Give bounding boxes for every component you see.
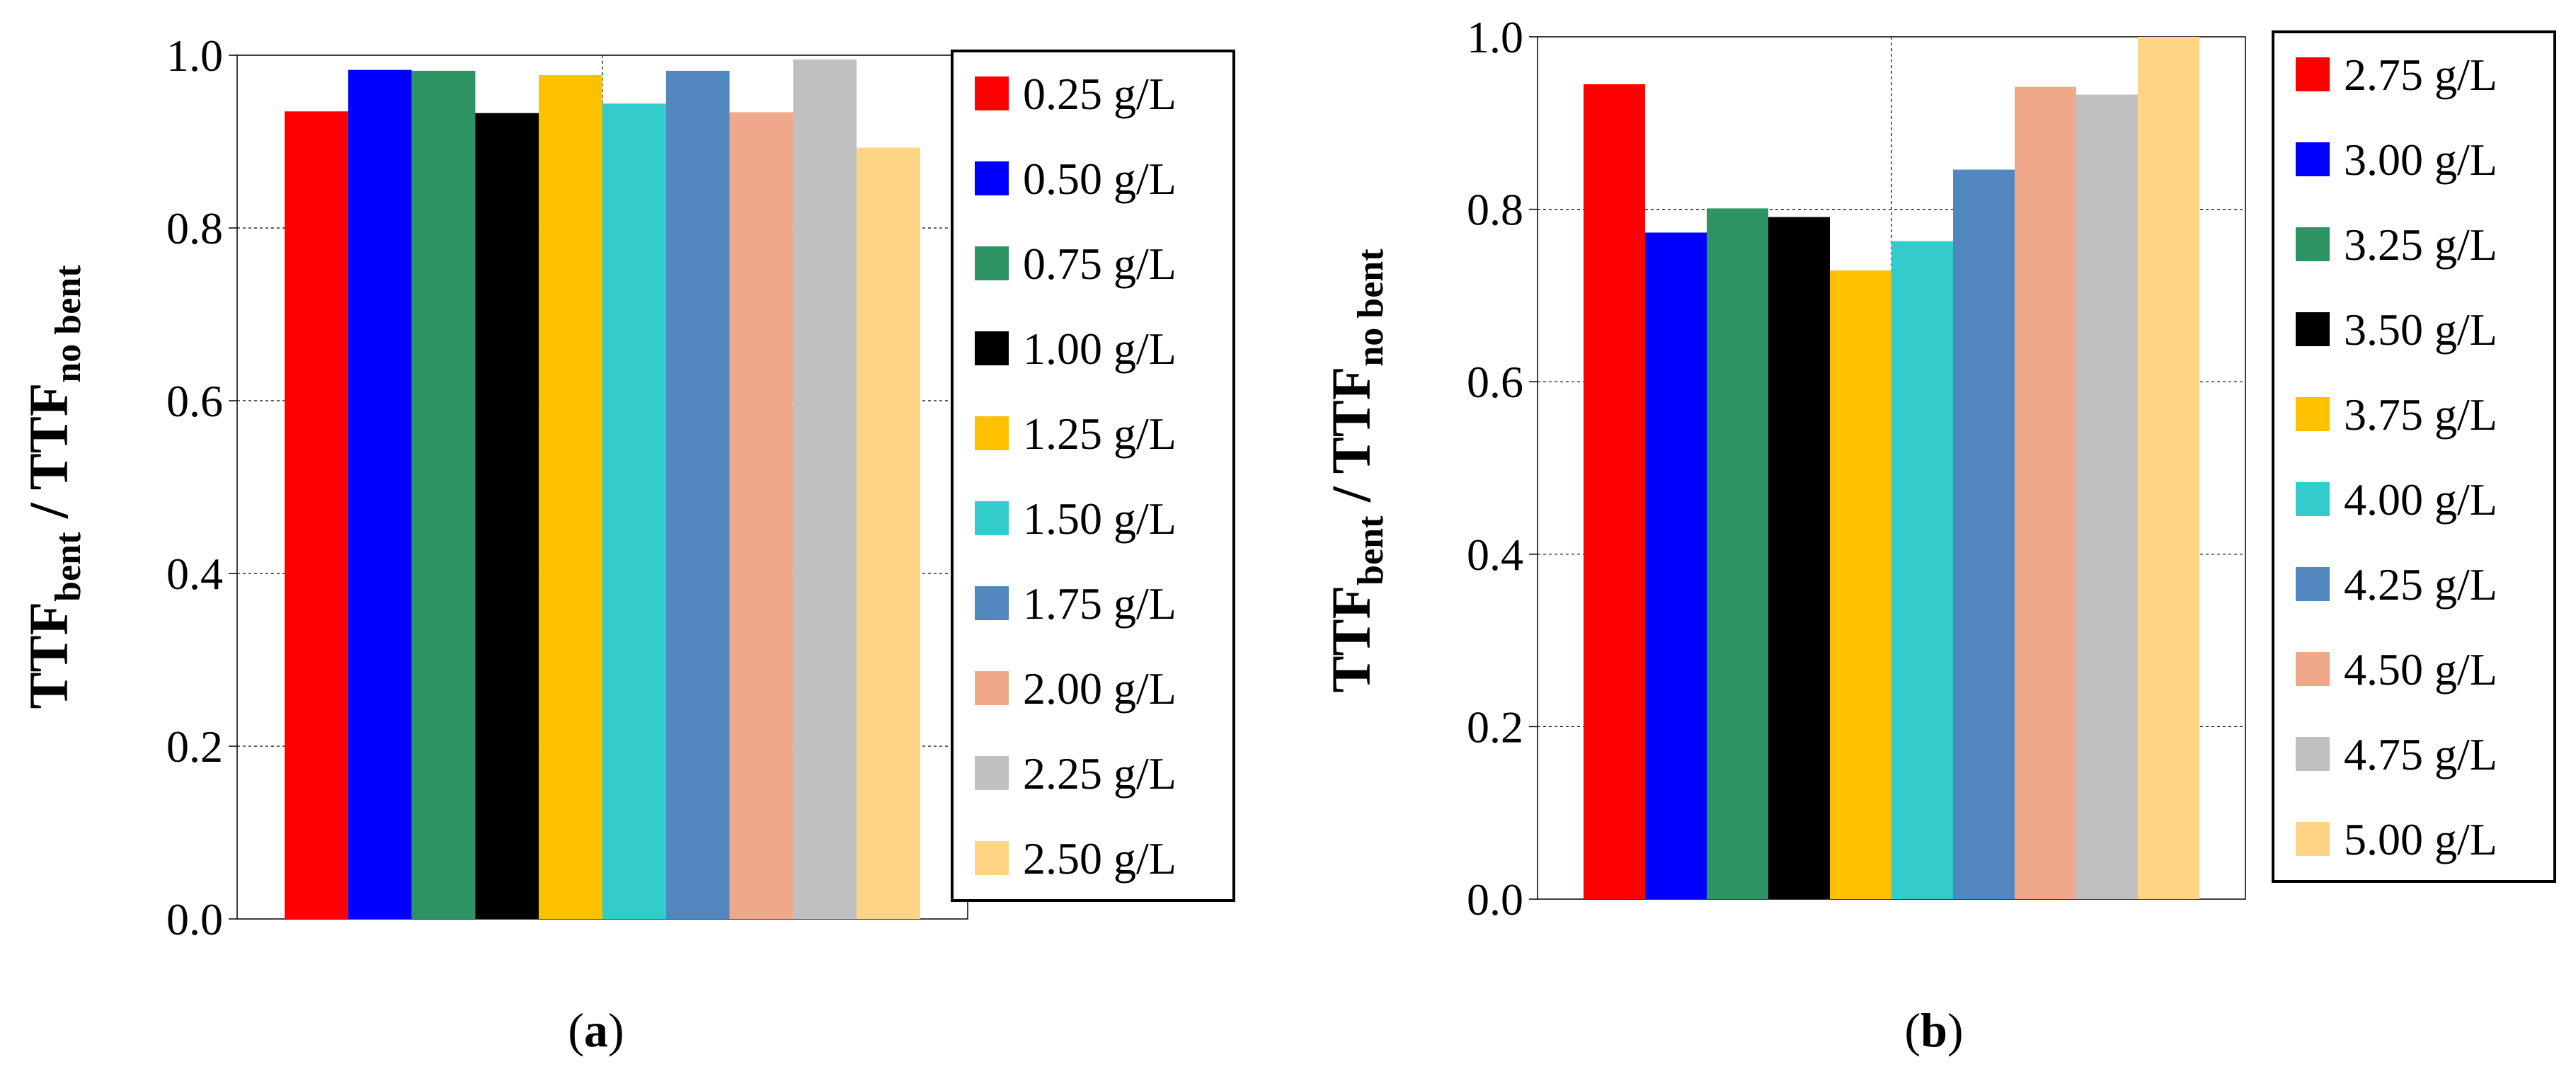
y-axis-label-sep: /	[1320, 474, 1382, 515]
y-axis-label: TTFbent / TTFno bent	[18, 265, 88, 709]
legend-swatch	[975, 161, 1009, 195]
y-axis-label-sub2: no bent	[1351, 248, 1391, 367]
legend-swatch	[975, 246, 1009, 280]
y-tick-label: 0.8	[166, 203, 223, 253]
bar-4-25-g-l	[1953, 169, 2015, 899]
bar-4-00-g-l	[1891, 241, 1953, 899]
y-axis-label-sub1: bent	[48, 532, 88, 602]
caption-letter: b	[1920, 1003, 1947, 1057]
y-tick-label: 0.8	[1467, 185, 1523, 235]
chart-panel-a: 0.0 0.2 0.4 0.6 0.8 1.0 0.25 g/L 0.50 g/L 0.75 g…	[18, 30, 1235, 1057]
y-axis-label-sub1: bent	[1351, 515, 1391, 585]
bar-2-50-g-l	[857, 147, 920, 919]
legend-label: 2.00 g/L	[1023, 663, 1177, 714]
chart-panel-b: 0.0 0.2 0.4 0.6 0.8 1.0 2.75 g/L 3.00 g/L 3.25 g…	[1288, 0, 2576, 1074]
legend-swatch	[975, 841, 1009, 875]
legend-swatch	[975, 76, 1009, 110]
legend-label: 1.50 g/L	[1023, 493, 1177, 544]
bar-1-25-g-l	[539, 75, 602, 919]
bar-3-25-g-l	[1707, 208, 1768, 900]
y-tick-label: 0.2	[1467, 702, 1523, 752]
y-axis-label-sub2: no bent	[48, 265, 88, 383]
bar-4-75-g-l	[2076, 94, 2138, 900]
y-axis-label: TTFbent / TTFno bent	[1320, 248, 1391, 693]
bar-1-75-g-l	[665, 70, 730, 920]
y-tick-label: 0.6	[1467, 357, 1523, 407]
y-tick-label: 0.0	[1467, 874, 1523, 925]
bar-1-00-g-l	[475, 113, 539, 920]
legend-label: 1.25 g/L	[1023, 409, 1177, 459]
legend-label: 0.75 g/L	[1023, 239, 1177, 289]
legend-swatch	[975, 331, 1009, 365]
panel-caption: (a)	[568, 1003, 624, 1057]
legend-label: 4.00 g/L	[2344, 474, 2497, 525]
legend-swatch	[975, 501, 1009, 535]
y-tick-label: 0.4	[166, 549, 223, 599]
bar-2-75-g-l	[1584, 84, 1645, 900]
legend-label: 1.75 g/L	[1023, 578, 1177, 629]
bar-2-00-g-l	[729, 112, 794, 919]
legend-label: 3.25 g/L	[2344, 219, 2497, 270]
bar-3-75-g-l	[1830, 270, 1891, 899]
legend-label: 2.75 g/L	[2344, 50, 2497, 100]
legend-swatch	[2296, 652, 2330, 686]
bar-1-50-g-l	[602, 103, 666, 919]
legend-swatch	[975, 586, 1009, 620]
caption-paren-close: )	[608, 1003, 624, 1057]
bar-4-50-g-l	[2015, 86, 2076, 899]
legend-swatch	[975, 416, 1009, 450]
bar-0-25-g-l	[285, 111, 348, 919]
legend-label: 4.25 g/L	[2344, 559, 2497, 610]
legend-label: 3.50 g/L	[2344, 304, 2497, 355]
legend-label: 0.50 g/L	[1023, 154, 1177, 204]
y-axis-label-sep: /	[18, 490, 79, 532]
legend-swatch	[2296, 227, 2330, 261]
legend-swatch	[2296, 567, 2330, 601]
legend-label: 2.25 g/L	[1023, 748, 1177, 799]
legend-label: 4.75 g/L	[2344, 729, 2497, 779]
bar-chart-a: 0.0 0.2 0.4 0.6 0.8 1.0 0.25 g/L 0.50 g/L 0.75 g…	[18, 30, 1235, 1057]
caption-paren-open: (	[568, 1003, 584, 1057]
bar-3-00-g-l	[1645, 232, 1707, 900]
legend-swatch	[2296, 57, 2330, 91]
legend-swatch	[2296, 822, 2330, 856]
y-axis-label-main: TTF	[1320, 585, 1382, 693]
legend-label: 1.00 g/L	[1023, 324, 1177, 374]
legend-swatch	[2296, 142, 2330, 176]
legend-swatch	[2296, 397, 2330, 431]
y-axis-label-main: TTF	[18, 602, 79, 709]
panel-caption: (b)	[1904, 1003, 1963, 1057]
y-tick-label: 0.2	[166, 721, 223, 772]
y-tick-label: 1.0	[1467, 12, 1523, 62]
y-axis-label-main2: TTF	[1320, 367, 1382, 474]
legend-swatch	[2296, 737, 2330, 771]
legend-swatch	[975, 671, 1009, 705]
bar-chart-b: 0.0 0.2 0.4 0.6 0.8 1.0 2.75 g/L 3.00 g/L 3.25 g…	[1320, 12, 2556, 1057]
legend-label: 3.00 g/L	[2344, 135, 2497, 185]
legend-label: 3.75 g/L	[2344, 389, 2497, 440]
bar-0-75-g-l	[411, 70, 476, 920]
bar-0-50-g-l	[348, 69, 412, 920]
caption-paren-open: (	[1904, 1003, 1920, 1057]
legend-label: 5.00 g/L	[2344, 814, 2497, 864]
y-tick-label: 0.4	[1467, 530, 1523, 580]
caption-paren-close: )	[1947, 1003, 1964, 1057]
y-tick-label: 0.6	[166, 376, 223, 426]
y-tick-label: 0.0	[166, 894, 223, 944]
legend-label: 4.50 g/L	[2344, 644, 2497, 695]
caption-letter: a	[584, 1003, 608, 1057]
legend-swatch	[2296, 482, 2330, 516]
legend-label: 2.50 g/L	[1023, 833, 1177, 884]
bar-2-25-g-l	[793, 59, 857, 920]
bar-3-50-g-l	[1768, 217, 1830, 899]
legend-swatch	[2296, 312, 2330, 346]
y-axis-label-main2: TTF	[18, 383, 79, 491]
legend-label: 0.25 g/L	[1023, 69, 1177, 119]
legend-swatch	[975, 756, 1009, 790]
bar-5-00-g-l	[2138, 37, 2199, 899]
y-tick-label: 1.0	[166, 30, 223, 81]
